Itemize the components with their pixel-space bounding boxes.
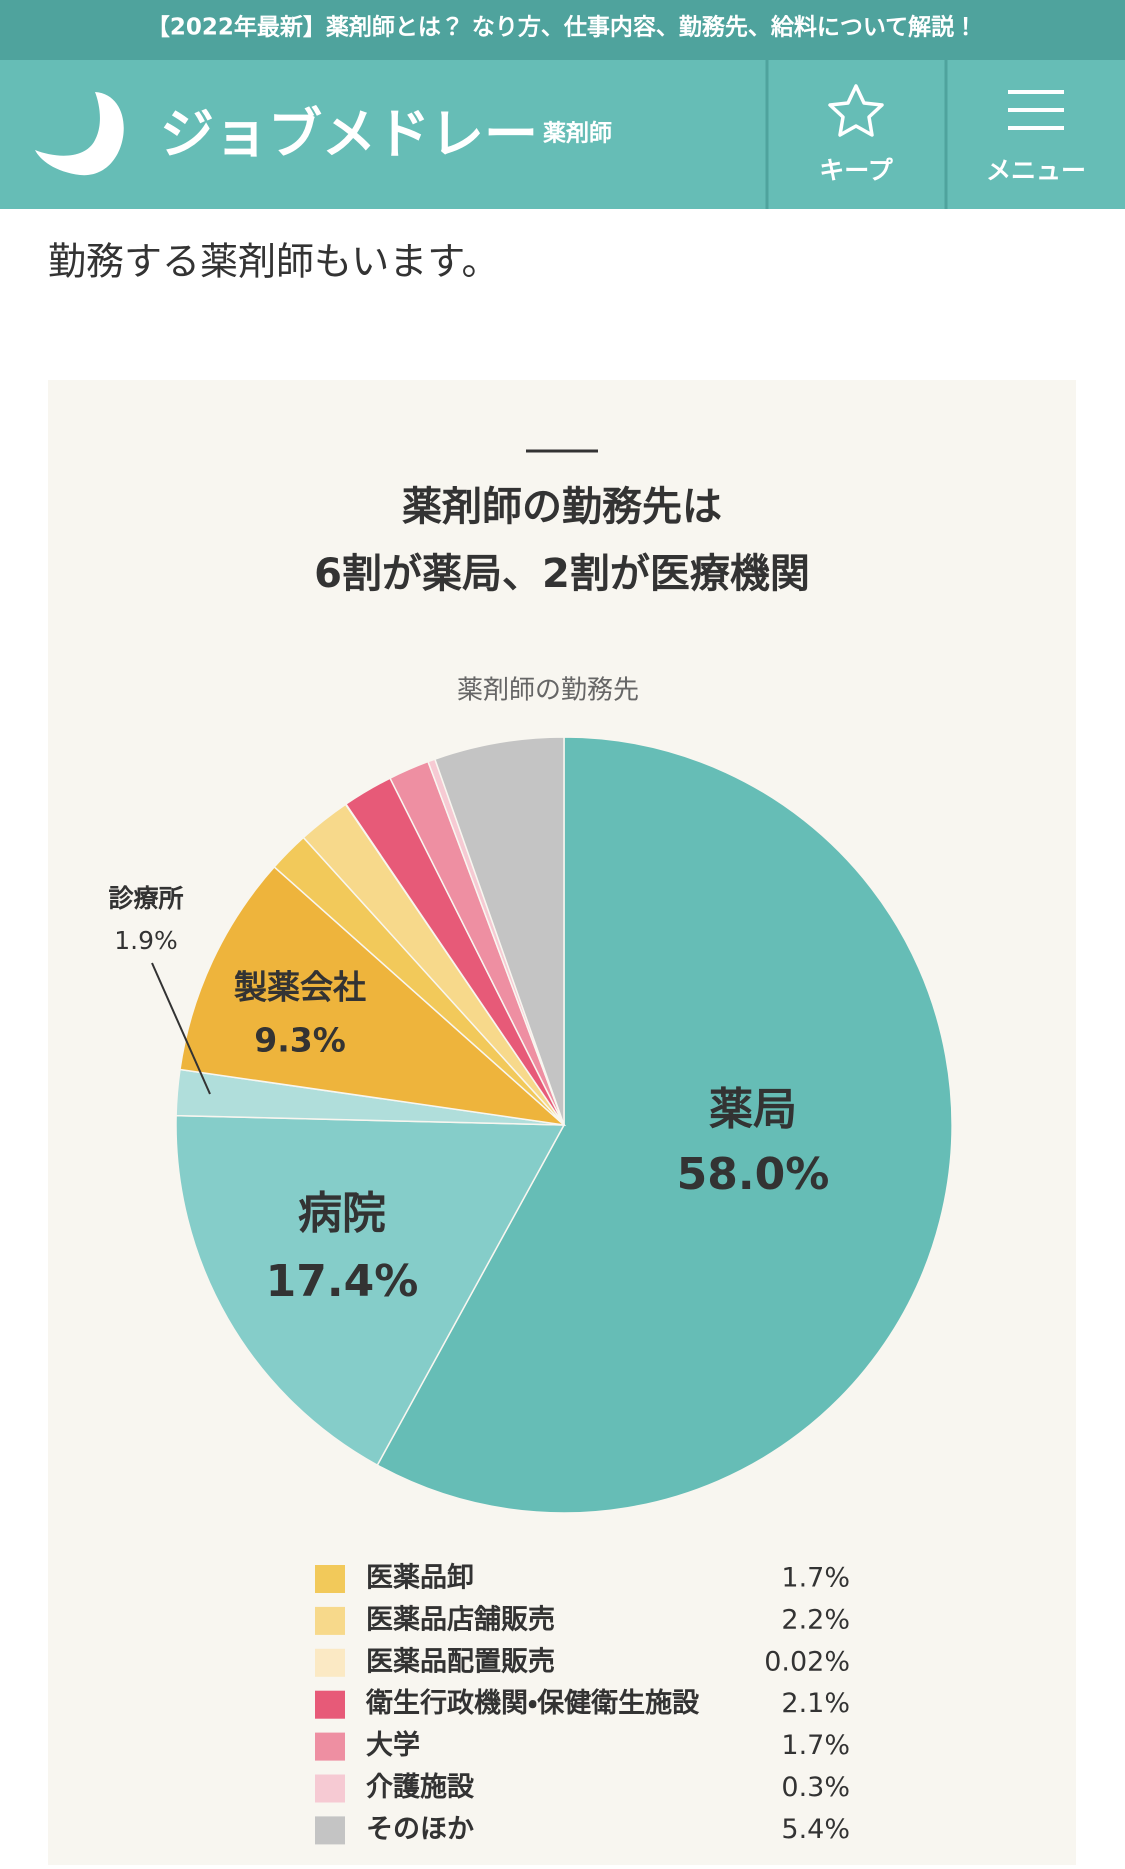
legend-swatch <box>315 1774 345 1803</box>
section-label: 薬剤師 <box>543 120 612 147</box>
keep-label[interactable]: キープ <box>819 156 894 185</box>
legend-label: 医薬品店舗販売 <box>366 1604 555 1635</box>
slice-value: 9.3% <box>254 1021 346 1060</box>
chart-subtitle: 薬剤師の勤務先 <box>457 676 639 706</box>
legend-label: 医薬品卸 <box>366 1562 474 1594</box>
pie-slice <box>376 736 953 1514</box>
legend-value: 0.3% <box>781 1772 850 1803</box>
banner-text: 【2022年最新】薬剤師とは？ なり方、仕事内容、勤務先、給料について解説！ <box>147 14 977 41</box>
slice-value: 1.9% <box>114 926 178 955</box>
header <box>0 60 1125 209</box>
pie-slice <box>179 865 567 1127</box>
keep-button[interactable]: キープ <box>819 84 894 185</box>
slice-label: 病院 <box>298 1188 386 1239</box>
intro-text: 勤務する薬剤師もいます。 <box>48 240 499 284</box>
leader-line <box>151 962 211 1095</box>
pie-slice <box>433 736 565 1126</box>
legend-swatch <box>315 1648 345 1677</box>
legend-swatch <box>315 1606 345 1635</box>
menu-button[interactable]: メニュー <box>986 90 1086 185</box>
legend-value: 2.1% <box>781 1688 850 1719</box>
legend-value: 1.7% <box>781 1563 850 1594</box>
star-icon[interactable] <box>828 84 884 137</box>
legend-label: そのほか <box>366 1814 474 1845</box>
menu-label[interactable]: メニュー <box>986 156 1086 185</box>
logo-icon[interactable] <box>35 92 124 176</box>
legend-swatch <box>315 1732 345 1761</box>
slice-value: 17.4% <box>266 1256 419 1307</box>
slice-label: 薬局 <box>709 1084 797 1135</box>
pie-slice <box>175 1114 566 1467</box>
banner <box>0 0 1125 60</box>
legend-swatch <box>315 1690 345 1719</box>
legend-swatch <box>315 1816 345 1845</box>
legend-label: 介護施設 <box>366 1772 475 1803</box>
legend-value: 0.02% <box>764 1646 850 1677</box>
legend-value: 1.7% <box>781 1730 850 1761</box>
slice-label: 製薬会社 <box>234 968 366 1007</box>
legend-label: 衛生行政機関・保健衛生施設 <box>365 1687 700 1719</box>
legend-value: 2.2% <box>781 1604 850 1635</box>
legend-label: 医薬品配置販売 <box>366 1646 555 1677</box>
legend-value: 5.4% <box>781 1814 850 1845</box>
legend-label: 大学 <box>366 1729 420 1761</box>
chart-title: 6割が薬局、2割が医療機関 <box>314 551 810 597</box>
legend-swatch <box>315 1565 345 1593</box>
slice-label: 診療所 <box>108 884 183 913</box>
slice-value: 58.0% <box>677 1149 830 1200</box>
logo-text[interactable]: ジョブメドレー <box>160 103 538 166</box>
chart-title: 薬剤師の勤務先は <box>402 484 722 530</box>
